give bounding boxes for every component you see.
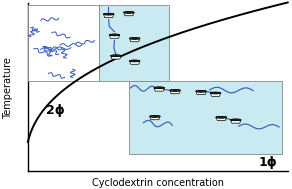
FancyBboxPatch shape <box>129 81 282 154</box>
Ellipse shape <box>124 12 134 13</box>
Ellipse shape <box>111 34 118 35</box>
Text: 1ϕ: 1ϕ <box>258 156 277 169</box>
Ellipse shape <box>198 91 204 92</box>
Polygon shape <box>216 117 227 121</box>
Ellipse shape <box>109 34 120 36</box>
Ellipse shape <box>216 116 227 118</box>
Polygon shape <box>104 14 114 17</box>
Ellipse shape <box>111 55 121 57</box>
Ellipse shape <box>103 13 114 15</box>
FancyBboxPatch shape <box>28 5 99 81</box>
Ellipse shape <box>126 12 132 13</box>
Ellipse shape <box>105 14 112 15</box>
Polygon shape <box>150 116 160 120</box>
Text: Cyclodextrin concentration: Cyclodextrin concentration <box>92 178 224 188</box>
Ellipse shape <box>131 38 138 39</box>
FancyBboxPatch shape <box>99 5 169 81</box>
Polygon shape <box>196 91 206 95</box>
Ellipse shape <box>233 119 239 120</box>
Ellipse shape <box>154 87 164 89</box>
Polygon shape <box>130 61 140 64</box>
Ellipse shape <box>129 37 140 39</box>
Polygon shape <box>124 12 134 16</box>
Ellipse shape <box>150 115 160 117</box>
Polygon shape <box>210 93 221 96</box>
Polygon shape <box>109 35 120 38</box>
Ellipse shape <box>113 55 119 56</box>
Polygon shape <box>130 38 140 42</box>
Ellipse shape <box>196 90 206 92</box>
Ellipse shape <box>131 60 138 61</box>
Text: Temperature: Temperature <box>3 57 13 119</box>
Polygon shape <box>154 88 164 91</box>
Ellipse shape <box>156 87 162 88</box>
Text: 2ϕ: 2ϕ <box>46 104 65 117</box>
Polygon shape <box>170 90 180 94</box>
Ellipse shape <box>212 92 219 94</box>
Ellipse shape <box>129 60 140 62</box>
Ellipse shape <box>210 92 221 94</box>
Polygon shape <box>111 56 121 59</box>
Ellipse shape <box>230 119 241 121</box>
Ellipse shape <box>172 90 178 91</box>
Ellipse shape <box>170 90 180 91</box>
Polygon shape <box>231 120 241 123</box>
Ellipse shape <box>152 116 158 117</box>
Ellipse shape <box>218 117 225 118</box>
